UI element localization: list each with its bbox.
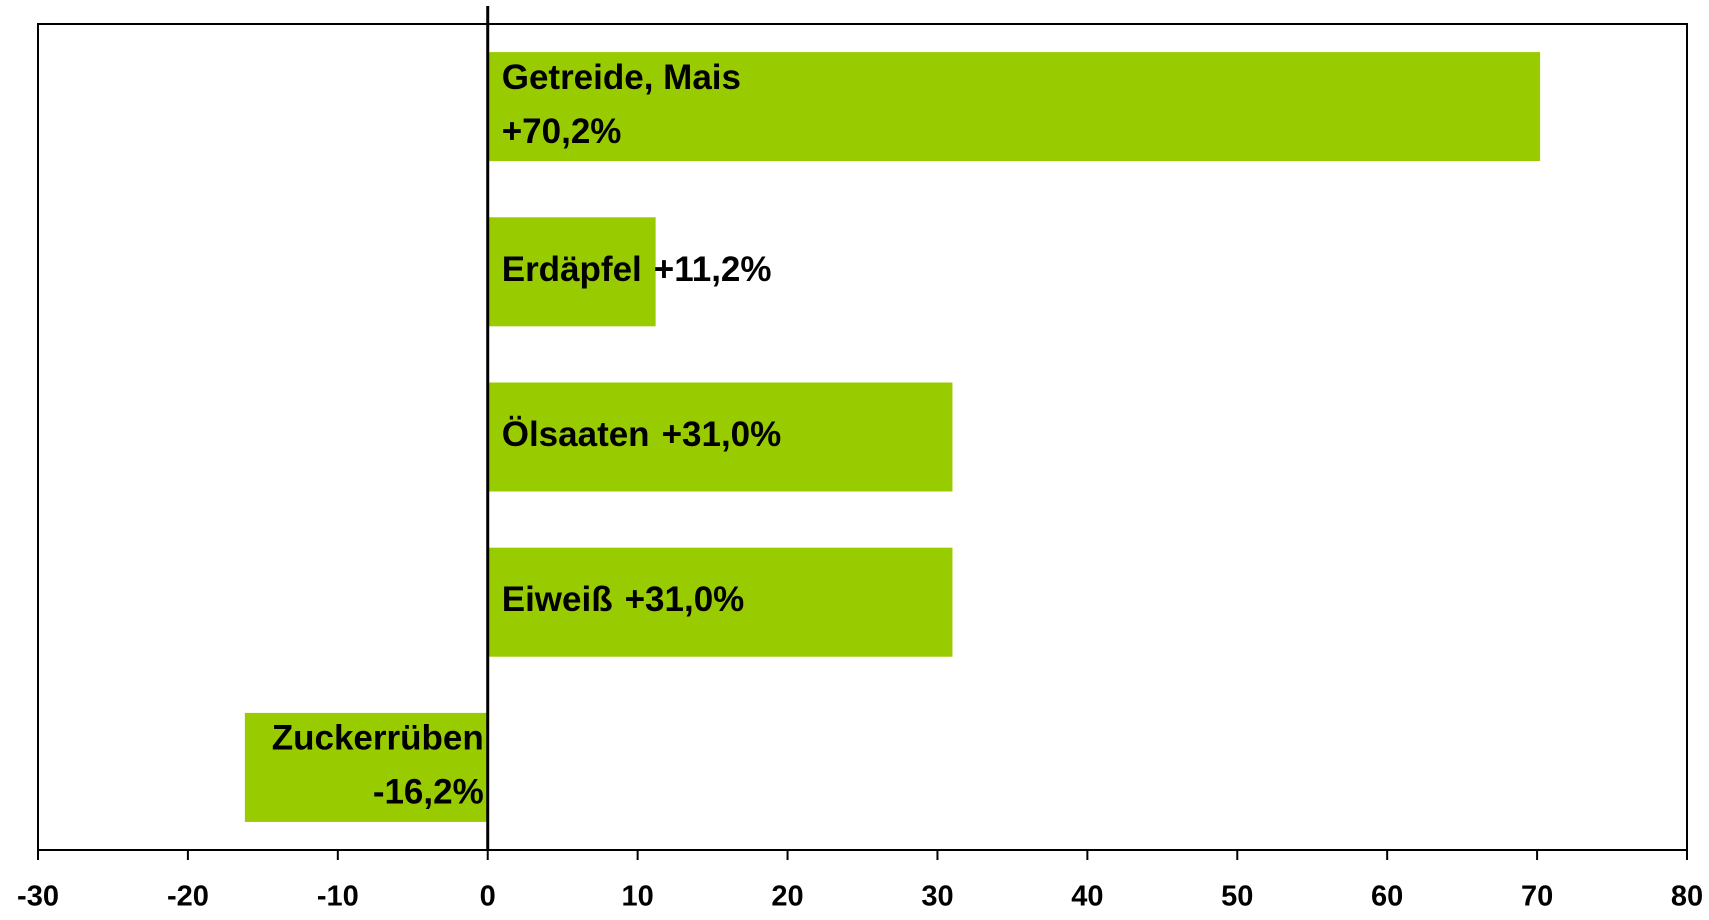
bar-label: Erdäpfel +11,2%	[502, 250, 772, 289]
x-tick-label: 20	[771, 881, 803, 913]
bar	[487, 217, 656, 327]
value-label: +31,0%	[625, 580, 745, 619]
x-tick-label: -20	[167, 881, 209, 913]
x-tick-label: -10	[317, 881, 359, 913]
bar	[487, 547, 953, 657]
bar-label: Getreide, Mais	[502, 58, 741, 97]
category-label: Ölsaaten	[502, 415, 650, 454]
value-label: -16,2%	[373, 773, 484, 812]
x-tick-label: 50	[1221, 881, 1253, 913]
value-label: +11,2%	[654, 250, 772, 289]
value-label: +31,0%	[662, 415, 782, 454]
category-label: Erdäpfel	[502, 250, 642, 289]
x-tick-label: 30	[921, 881, 953, 913]
x-tick-label: 10	[622, 881, 654, 913]
bar	[487, 52, 1541, 162]
x-tick-label: 0	[480, 881, 496, 913]
x-tick-label: 80	[1671, 881, 1703, 913]
bar	[244, 712, 488, 822]
x-tick-label: -30	[17, 881, 59, 913]
bar-label: Zuckerrüben	[272, 719, 484, 758]
plot-frame	[37, 23, 1688, 851]
x-tick-label: 40	[1071, 881, 1103, 913]
bar-label: Ölsaaten +31,0%	[502, 415, 782, 454]
bar	[487, 382, 953, 492]
value-label: +70,2%	[502, 112, 622, 151]
category-label: Eiweiß	[502, 580, 613, 619]
bar-label: Eiweiß +31,0%	[502, 580, 745, 619]
x-tick-label: 70	[1521, 881, 1553, 913]
x-tick-label: 60	[1371, 881, 1403, 913]
